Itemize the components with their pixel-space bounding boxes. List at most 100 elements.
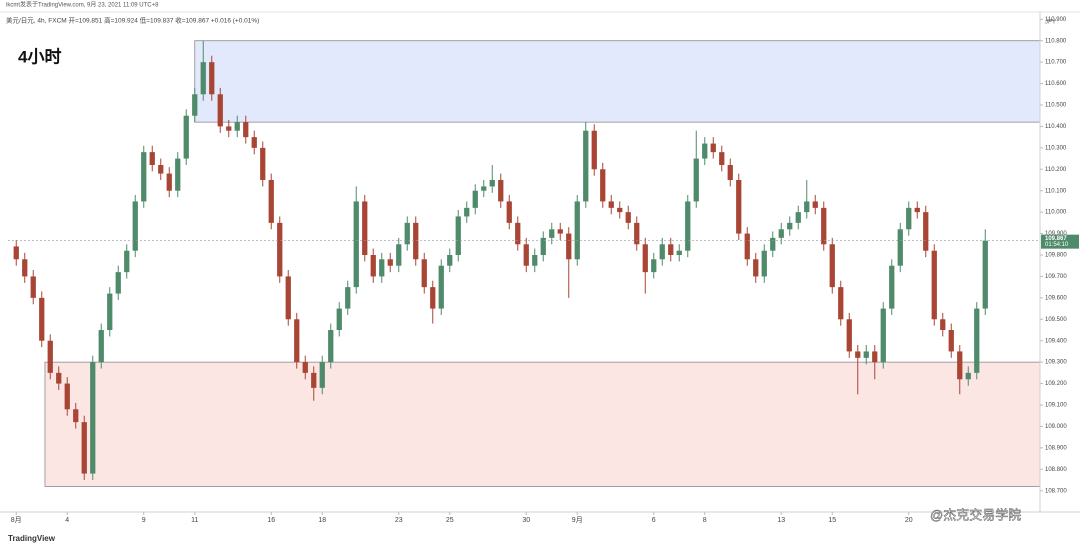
- candle-body: [804, 201, 810, 213]
- y-tick-label: 109.100: [1045, 403, 1067, 409]
- candle-body: [838, 287, 844, 320]
- candle-body: [209, 62, 215, 95]
- candle-body: [515, 222, 521, 245]
- candle-body: [736, 180, 742, 234]
- candle-body: [328, 330, 334, 363]
- candle-body: [56, 372, 62, 384]
- y-tick-label: 110.500: [1045, 103, 1067, 109]
- y-tick-label: 110.700: [1045, 60, 1067, 66]
- candle-body: [311, 372, 317, 388]
- candle-body: [243, 122, 249, 138]
- x-tick-label: 6: [652, 517, 656, 524]
- candle-body: [413, 222, 419, 260]
- watermark: @杰克交易学院: [930, 507, 1021, 522]
- candle-body: [472, 190, 478, 208]
- candle-body: [523, 244, 529, 266]
- x-tick-label: 15: [828, 517, 836, 524]
- candle-body: [302, 362, 308, 373]
- candle-body: [897, 229, 903, 266]
- candle-body: [821, 207, 827, 245]
- candle-body: [846, 319, 852, 352]
- candle-body: [829, 244, 835, 288]
- candle-body: [549, 229, 555, 238]
- zones: [44, 40, 1041, 487]
- candle-body: [914, 207, 920, 213]
- candle-body: [659, 244, 665, 260]
- candle-body: [175, 158, 181, 191]
- candle-body: [855, 351, 861, 358]
- candle-body: [600, 169, 606, 202]
- candle-body: [506, 201, 512, 223]
- candle-body: [277, 222, 283, 277]
- candle-body: [676, 250, 682, 255]
- candle-body: [447, 255, 453, 266]
- candle-body: [90, 362, 96, 474]
- candle-body: [974, 308, 980, 373]
- x-tick-label: 4: [65, 517, 69, 524]
- candle-body: [608, 201, 614, 208]
- y-tick-label: 109.700: [1045, 274, 1067, 280]
- y-tick-label: 108.800: [1045, 467, 1067, 473]
- candle-body: [787, 222, 793, 230]
- candle-body: [379, 259, 385, 277]
- y-tick-label: 109.000: [1045, 424, 1067, 430]
- candle-body: [268, 180, 274, 223]
- y-tick-label: 108.900: [1045, 445, 1067, 451]
- candle-body: [617, 207, 623, 213]
- candle-body: [931, 250, 937, 320]
- candle-body: [217, 94, 223, 127]
- candle-body: [880, 308, 886, 363]
- x-tick-label: 9月: [572, 516, 583, 524]
- x-tick-label: 18: [318, 517, 326, 524]
- y-tick-label: 109.800: [1045, 253, 1067, 259]
- candle-body: [158, 165, 164, 174]
- y-tick-label: 109.400: [1045, 338, 1067, 344]
- timeframe-label: 4小时: [18, 47, 61, 66]
- candle-body: [404, 222, 410, 245]
- candle-body: [498, 180, 504, 202]
- x-tick-label: 23: [395, 517, 403, 524]
- candle-body: [702, 143, 708, 159]
- x-tick-label: 16: [267, 517, 275, 524]
- candle-body: [421, 259, 427, 288]
- candle-body: [489, 180, 495, 187]
- candle-body: [22, 259, 28, 277]
- price-zone: [44, 361, 1041, 487]
- candle-body: [889, 265, 895, 309]
- y-tick-label: 109.300: [1045, 360, 1067, 366]
- candle-body: [753, 259, 759, 277]
- candle-body: [540, 237, 546, 255]
- countdown: 01:54:10: [1045, 242, 1069, 248]
- last-price-box: [1041, 234, 1079, 249]
- y-tick-label: 110.800: [1045, 38, 1067, 44]
- candle-body: [668, 244, 674, 255]
- candle-body: [566, 233, 572, 260]
- candle-body: [124, 250, 130, 273]
- candle-body: [98, 330, 104, 363]
- y-tick-label: 110.600: [1045, 81, 1067, 87]
- candle-body: [727, 165, 733, 180]
- x-tick-label: 8: [703, 517, 707, 524]
- candle-body: [294, 319, 300, 363]
- x-tick-label: 11: [191, 517, 198, 524]
- candle-body: [438, 265, 444, 309]
- candle-body: [965, 372, 971, 380]
- candle-body: [396, 244, 402, 266]
- candle-body: [719, 152, 725, 165]
- candle-body: [863, 351, 869, 358]
- candle-body: [319, 362, 325, 388]
- candle-body: [940, 319, 946, 330]
- candle-body: [234, 122, 240, 131]
- candle-body: [73, 409, 79, 423]
- candle-body: [693, 158, 699, 202]
- candle-body: [430, 287, 436, 309]
- candle-body: [285, 276, 291, 320]
- candles: [13, 40, 988, 480]
- candle-body: [778, 229, 784, 238]
- candle-body: [685, 201, 691, 251]
- candle-body: [13, 246, 19, 260]
- y-tick-label: 109.200: [1045, 381, 1067, 387]
- candle-body: [761, 250, 767, 277]
